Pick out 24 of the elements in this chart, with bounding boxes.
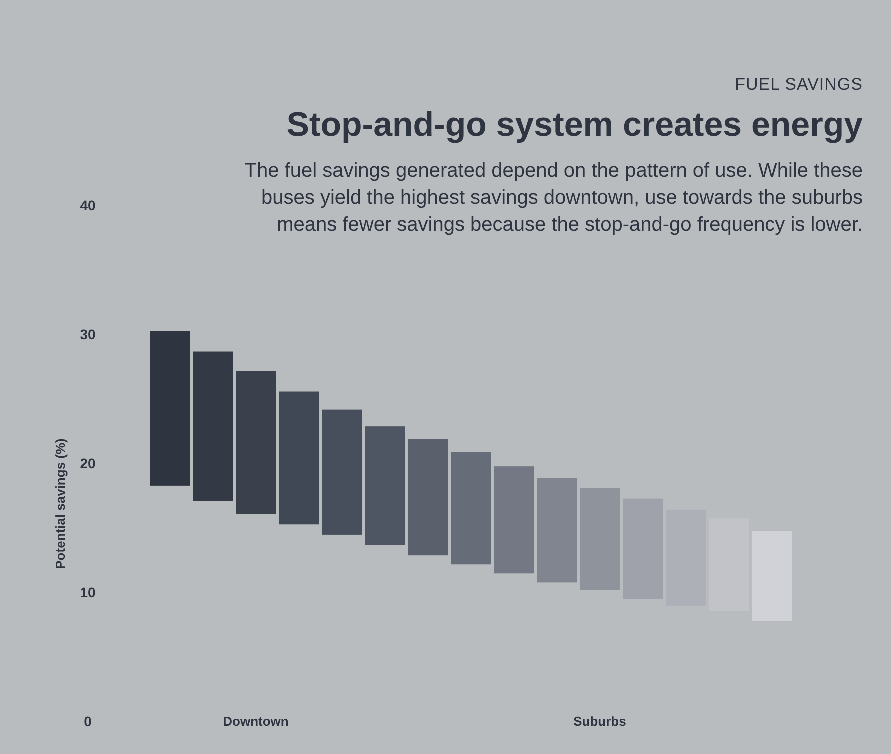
text: FUEL SAVINGS [735, 75, 863, 95]
bar [322, 410, 362, 535]
x-tick-label: Suburbs [574, 714, 626, 729]
x-tick-label: Downtown [223, 714, 289, 729]
bar [752, 531, 792, 622]
chart-subtitle: The fuel savings generated depend on the pattern of use. While these buses yield the highest savings downtown, use towards the suburbs means fewer savings because the stop-and-go frequency is lower. [244, 159, 863, 238]
y-tick-label: 40 [80, 197, 96, 214]
bar [623, 498, 663, 600]
y-tick-label: 0 [84, 713, 92, 730]
y-tick-label: 30 [80, 326, 96, 342]
bar [236, 371, 276, 514]
y-axis-title: Potential savings (%) [53, 438, 68, 570]
y-tick-label: 10 [80, 584, 96, 600]
bar [408, 439, 448, 556]
bar [193, 352, 233, 502]
bar [494, 466, 534, 574]
bar [150, 331, 190, 486]
bar [451, 452, 491, 565]
y-tick-label: 20 [80, 455, 96, 472]
bar [279, 392, 319, 525]
bar [580, 488, 620, 590]
chart-title: Stop-and-go system creates energy [286, 106, 863, 145]
bar [365, 426, 405, 546]
bar [537, 478, 577, 583]
